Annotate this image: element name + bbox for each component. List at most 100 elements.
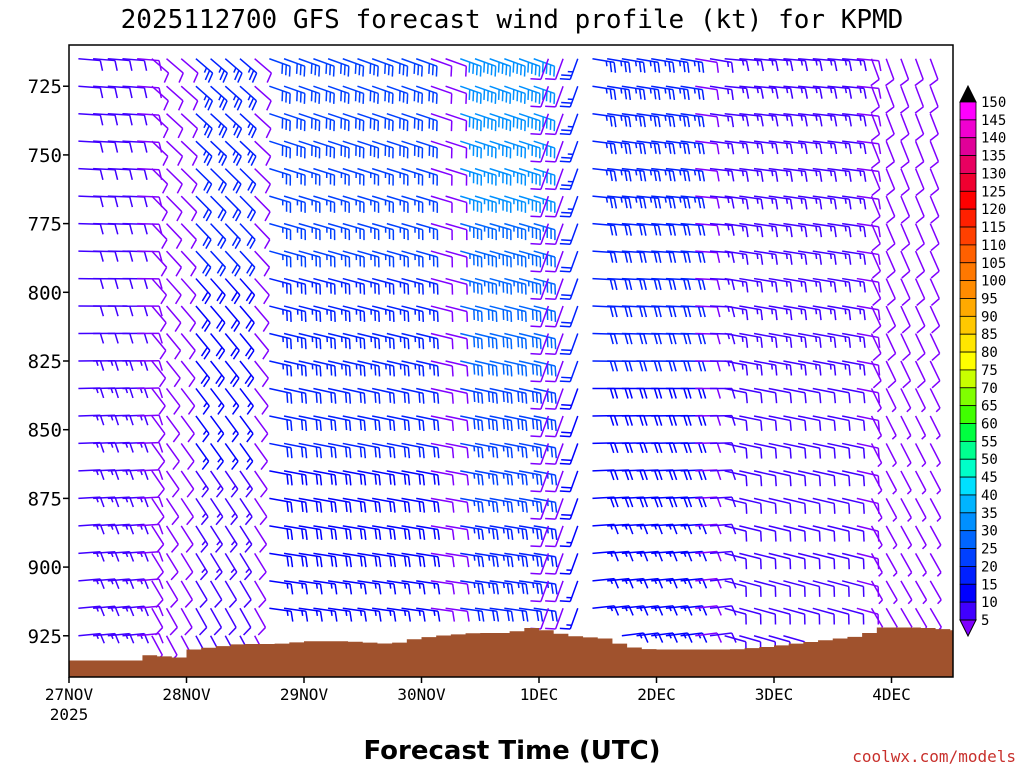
wind-barb	[533, 222, 556, 241]
wind-barb	[739, 415, 763, 431]
wind-barb	[430, 250, 454, 268]
wind-barb	[416, 497, 440, 513]
wind-barb	[474, 277, 498, 295]
wind-barb	[724, 360, 749, 376]
legend-swatch	[959, 280, 977, 299]
wind-barb	[545, 333, 564, 355]
wind-barb	[559, 250, 579, 273]
wind-barb	[445, 112, 468, 132]
wind-barb	[342, 277, 366, 295]
wind-barb	[298, 222, 321, 241]
wind-barb	[239, 223, 256, 249]
wind-barb	[665, 195, 691, 209]
wind-barb	[107, 85, 133, 99]
wind-barb	[269, 552, 294, 568]
wind-barb	[165, 223, 183, 249]
wind-barb	[386, 277, 410, 295]
wind-barb	[137, 277, 163, 290]
wind-barb	[724, 470, 748, 487]
wind-barb	[93, 57, 118, 71]
wind-barb	[254, 140, 272, 166]
wind-barb	[518, 277, 542, 295]
wind-barb	[474, 195, 497, 213]
wind-barb	[827, 552, 850, 570]
wind-barb	[298, 360, 322, 377]
wind-barb	[386, 140, 409, 159]
wind-barb	[914, 360, 926, 389]
wind-barb	[914, 113, 925, 142]
wind-barb	[372, 470, 396, 486]
wind-barb	[665, 85, 690, 101]
wind-barb	[812, 222, 837, 238]
wind-barb	[739, 387, 763, 404]
wind-barb	[269, 442, 293, 459]
wind-barb	[151, 278, 168, 305]
wind-barb	[474, 442, 499, 459]
wind-barb	[695, 167, 720, 182]
wind-barb	[224, 552, 238, 581]
wind-barb	[415, 85, 438, 104]
wind-barb	[107, 112, 133, 126]
wind-barb	[841, 580, 865, 597]
wind-barb	[489, 195, 512, 213]
wind-barb	[545, 553, 564, 575]
wind-barb	[283, 470, 308, 486]
wind-barb	[239, 85, 258, 111]
credit-link[interactable]: coolwx.com/models	[852, 747, 1016, 766]
wind-barb	[474, 552, 499, 568]
wind-barb	[224, 360, 240, 388]
wind-barb	[842, 85, 867, 99]
wind-barb	[313, 360, 337, 377]
wind-barb	[856, 222, 881, 238]
wind-barb	[724, 85, 750, 99]
legend-label: 90	[981, 309, 998, 325]
wind-barb	[870, 113, 881, 142]
wind-barb	[224, 333, 240, 360]
wind-barb	[885, 552, 898, 577]
wind-barb	[445, 525, 470, 540]
wind-barb	[900, 278, 911, 307]
wind-barb	[489, 140, 512, 159]
wind-barb	[313, 580, 338, 595]
legend-swatch	[959, 369, 977, 389]
wind-barb	[592, 387, 619, 399]
wind-barb	[137, 359, 163, 371]
legend-label: 35	[981, 506, 998, 522]
wind-barb	[559, 360, 579, 383]
wind-barb	[812, 277, 837, 293]
wind-barb	[474, 332, 498, 350]
wind-barb	[812, 580, 836, 597]
wind-barb	[783, 525, 807, 542]
wind-barb	[545, 443, 564, 465]
wind-barb	[386, 85, 409, 104]
wind-barb	[680, 469, 707, 481]
wind-barb	[739, 552, 762, 570]
wind-barb	[621, 167, 647, 182]
wind-barb	[386, 332, 410, 350]
wind-barb	[107, 57, 133, 71]
wind-barb	[342, 85, 365, 104]
legend-label: 110	[981, 238, 1006, 254]
wind-barb	[195, 58, 214, 83]
x-axis-year: 2025	[50, 705, 89, 724]
wind-barb	[739, 332, 763, 348]
wind-barb	[283, 112, 306, 132]
wind-barb	[651, 85, 676, 101]
wind-barb	[607, 167, 632, 182]
wind-barb	[900, 360, 912, 389]
wind-barb	[151, 388, 166, 415]
wind-barb	[680, 112, 705, 128]
wind-barb	[327, 332, 351, 350]
legend-label: 65	[981, 399, 998, 415]
wind-barb	[533, 250, 556, 268]
wind-barb	[739, 112, 764, 127]
wind-barb	[371, 250, 395, 268]
wind-barb	[254, 470, 268, 498]
wind-barb	[812, 552, 836, 570]
wind-barb	[416, 580, 441, 595]
wind-barb	[929, 552, 942, 577]
wind-barb	[93, 112, 119, 126]
wind-barb	[137, 222, 163, 235]
wind-barb	[665, 140, 691, 155]
wind-barb	[724, 140, 750, 155]
